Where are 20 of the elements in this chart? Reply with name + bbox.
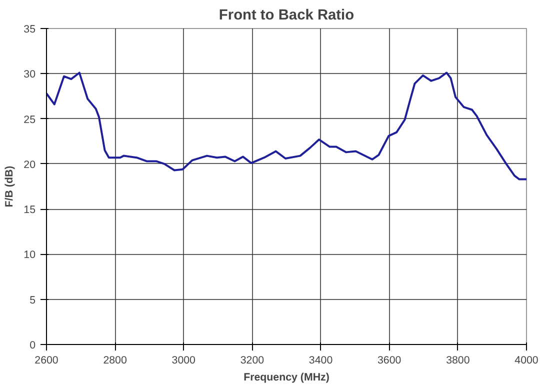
x-tick-label: 3000 bbox=[172, 354, 196, 366]
y-axis-title: F/B (dB) bbox=[4, 165, 16, 208]
y-tick-label: 30 bbox=[24, 68, 36, 81]
x-tick-label: 3800 bbox=[446, 354, 470, 366]
x-tick-label: 2800 bbox=[103, 354, 127, 366]
x-axis-title: Frequency (MHz) bbox=[244, 372, 330, 384]
y-tick-label: 5 bbox=[30, 294, 36, 306]
y-tick-label: 15 bbox=[24, 204, 36, 216]
y-tick-label: 25 bbox=[24, 114, 36, 126]
x-tick-label: 2600 bbox=[34, 354, 58, 366]
y-tick-label: 10 bbox=[24, 249, 36, 262]
x-tick-label: 3600 bbox=[378, 354, 402, 366]
line-series bbox=[46, 72, 526, 180]
x-tick-label: 4000 bbox=[514, 354, 538, 366]
y-tick-label: 20 bbox=[24, 158, 36, 171]
y-tick-label: 0 bbox=[30, 340, 36, 352]
x-tick-label: 3400 bbox=[308, 354, 333, 366]
chart-title: Front to Back Ratio bbox=[218, 8, 354, 24]
x-tick-label: 3200 bbox=[240, 354, 264, 366]
y-tick-label: 35 bbox=[24, 24, 36, 36]
